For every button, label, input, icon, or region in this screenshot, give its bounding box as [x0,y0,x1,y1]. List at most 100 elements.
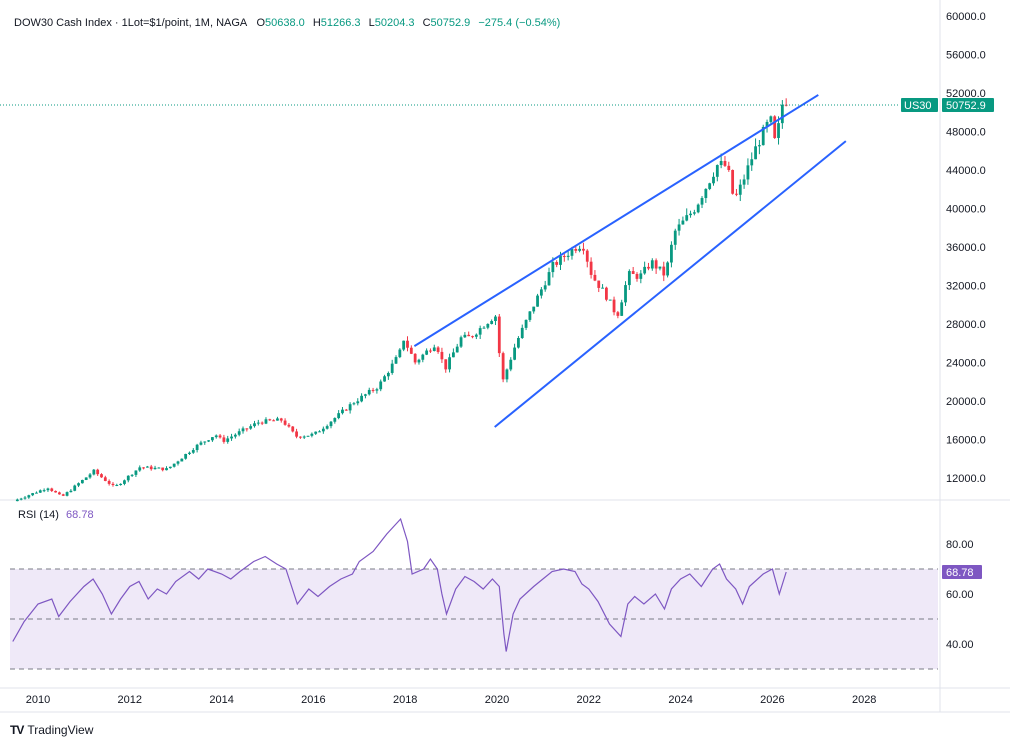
candle-body [100,474,103,478]
candle-body [245,428,249,430]
price-tick-label: 60000.0 [946,11,986,23]
time-tick-label: 2026 [760,694,784,706]
candle-body [620,302,624,316]
candle-body [149,466,153,470]
candle-body [394,357,398,364]
symbol-tag-label: US30 [904,100,932,112]
candle-body [715,165,719,177]
trendline-upper[interactable] [413,94,819,347]
candle-body [199,442,203,445]
candle-body [777,123,780,138]
candle-body [119,483,123,485]
candle-body [161,467,165,471]
candle-body [88,474,92,478]
candle-body [425,350,429,355]
price-tick-label: 56000.0 [946,50,986,62]
candle-body [471,336,474,338]
candle-body [658,266,662,269]
candle-body [69,490,73,493]
candle-body [536,295,539,307]
price-tick-label: 48000.0 [946,127,986,139]
candle-body [27,495,31,498]
candle-body [111,483,115,486]
candle-body [700,198,704,205]
low-label: L [368,17,375,29]
candle-body [463,334,467,338]
rsi-label[interactable]: RSI (14) [18,509,59,521]
rsi-tick-label: 40.00 [946,639,974,651]
candle-body [398,349,402,358]
candle-body [203,441,207,443]
candle-body [593,274,597,281]
candle-body [344,409,348,411]
time-tick-label: 2020 [485,694,509,706]
candle-body [750,159,754,166]
open-value: 50638.0 [265,17,305,29]
candle-body [765,121,769,127]
price-tick-label: 28000.0 [946,319,986,331]
candle-body [130,474,134,476]
candle-body [654,260,658,269]
candle-body [31,493,35,496]
candle-body [409,347,413,354]
candle-body [746,165,750,180]
candle-body [501,353,505,380]
price-tick-label: 40000.0 [946,204,986,216]
candle-body [54,490,57,493]
candle-body [237,431,241,435]
tradingview-name: TradingView [27,723,94,737]
candle-body [222,437,226,442]
candle-body [321,428,325,432]
candle-body [627,271,631,286]
candle-body [80,479,84,484]
price-tick-label: 24000.0 [946,358,986,370]
candle-body [172,463,176,467]
candle-body [559,256,562,265]
candle-body [513,347,516,360]
candle-body [214,435,218,438]
candle-body [268,419,272,421]
low-value: 50204.3 [374,17,415,29]
candle-body [226,438,230,442]
candle-body [73,485,77,491]
candle-body [379,381,383,390]
candle-body [341,409,344,414]
candle-body [260,422,264,424]
time-tick-label: 2018 [393,694,417,706]
candle-body [742,179,746,185]
candle-body [61,494,65,496]
candle-body [356,401,360,404]
candle-body [467,334,471,337]
candle-body [134,470,138,475]
candle-body [704,188,708,199]
candle-body [612,299,616,313]
candle-body [624,285,627,303]
candle-body [383,376,386,382]
candle-body [157,467,161,469]
trendline-lower[interactable] [494,140,847,428]
price-tick-label: 12000.0 [946,473,986,485]
candle-body [276,418,279,421]
candle-body [532,306,536,312]
candle-body [348,404,352,411]
symbol-title[interactable]: DOW30 Cash Index · 1Lot=$1/point, 1M, NA… [14,17,248,29]
candle-body [153,467,157,470]
candle-body [677,224,681,231]
candle-body [681,220,685,225]
candle-body [578,248,582,251]
high-label: H [312,17,321,29]
candle-body [650,260,654,269]
candle-body [448,357,451,370]
tradingview-brand[interactable]: TV TradingView [10,723,93,737]
candle-body [310,433,314,436]
chart-legend: DOW30 Cash Index · 1Lot=$1/point, 1M, NA… [14,17,565,29]
candle-body [761,126,765,146]
candle-body [432,347,436,351]
candle-body [92,469,96,475]
candle-body [329,421,333,427]
candle-body [360,395,363,402]
time-tick-label: 2024 [668,694,692,706]
candle-body [666,262,669,276]
candle-body [195,444,199,451]
